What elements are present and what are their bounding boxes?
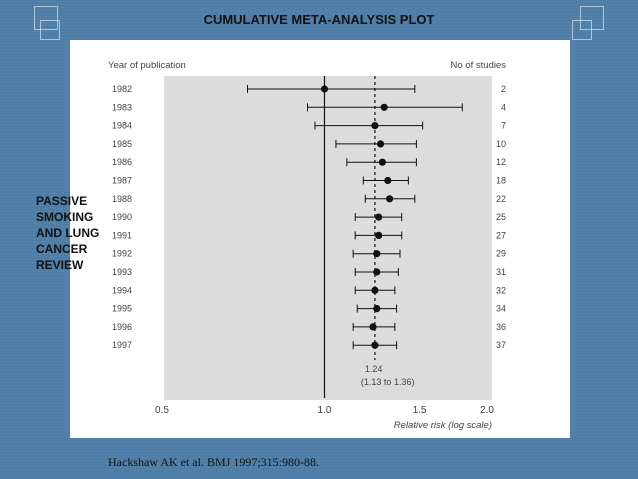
pooled-ci-label: (1.13 to 1.36) (361, 377, 415, 387)
point-estimate (371, 286, 379, 294)
year-label: 1996 (112, 322, 132, 332)
plot-area (164, 76, 492, 400)
point-estimate (373, 305, 381, 313)
point-estimate (378, 158, 386, 166)
slide-title: CUMULATIVE META-ANALYSIS PLOT (203, 12, 435, 27)
study-count-label: 10 (496, 139, 506, 149)
point-estimate (384, 176, 392, 185)
study-count-label: 25 (496, 212, 506, 222)
x-tick-label: 1.0 (318, 405, 332, 416)
study-count-label: 32 (496, 285, 506, 295)
x-tick-label: 2.0 (480, 405, 494, 416)
year-label: 1995 (112, 304, 132, 314)
x-tick-label: 1.5 (413, 405, 427, 416)
year-label: 1985 (112, 139, 132, 149)
point-estimate (376, 140, 385, 148)
study-count-label: 4 (501, 102, 506, 112)
left-column-header: Year of publication (108, 60, 186, 71)
study-count-label: 34 (496, 304, 506, 314)
point-estimate (371, 122, 379, 130)
right-column-header: No of studies (451, 60, 507, 71)
year-label: 1991 (112, 230, 132, 240)
year-label: 1992 (112, 249, 132, 259)
study-count-label: 29 (496, 249, 506, 259)
study-count-label: 2 (501, 84, 506, 94)
year-label: 1994 (112, 285, 132, 295)
x-tick-label: 0.5 (155, 405, 169, 416)
citation: Hackshaw AK et al. BMJ 1997;315:980-88. (108, 455, 319, 469)
side-label: PASSIVE SMOKING AND LUNG CANCER REVIEW (36, 194, 100, 272)
point-estimate (369, 323, 377, 331)
year-label: 1993 (112, 267, 132, 277)
study-count-label: 31 (496, 267, 506, 277)
point-estimate (373, 250, 381, 258)
year-label: 1987 (112, 176, 132, 186)
point-estimate (373, 268, 381, 276)
year-label: 1986 (112, 157, 132, 167)
point-estimate (375, 231, 383, 239)
study-count-label: 12 (496, 157, 506, 167)
year-label: 1997 (112, 340, 132, 350)
study-count-label: 22 (496, 194, 506, 204)
point-estimate (371, 341, 379, 349)
study-count-label: 36 (496, 322, 506, 332)
study-count-label: 7 (501, 121, 506, 131)
point-estimate (375, 213, 383, 221)
year-label: 1984 (112, 121, 132, 131)
study-count-label: 27 (496, 230, 506, 240)
year-label: 1990 (112, 212, 132, 222)
study-count-label: 18 (496, 176, 506, 186)
year-label: 1988 (112, 194, 132, 204)
study-count-label: 37 (496, 340, 506, 350)
x-axis-label: Relative risk (log scale) (394, 420, 492, 431)
point-estimate (380, 103, 388, 111)
year-label: 1982 (112, 84, 132, 94)
point-estimate (385, 195, 394, 203)
year-label: 1983 (112, 102, 132, 112)
point-estimate (320, 85, 329, 93)
pooled-estimate-label: 1.24 (365, 364, 383, 374)
